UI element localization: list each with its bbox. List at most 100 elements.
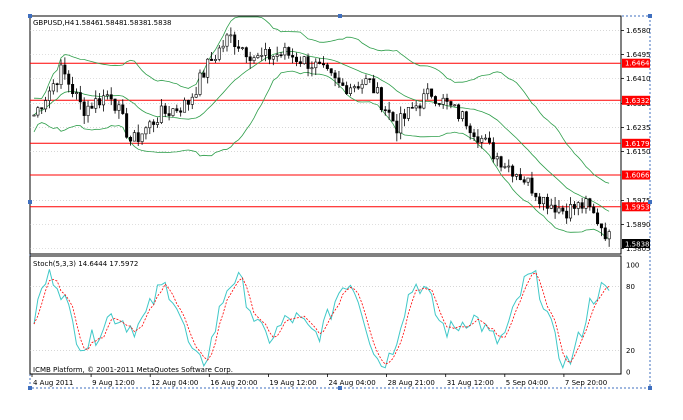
candle-body[interactable]: [190, 96, 194, 105]
candle-body[interactable]: [202, 72, 206, 78]
candle-body[interactable]: [36, 107, 40, 116]
candle-body[interactable]: [105, 94, 109, 97]
candle-body[interactable]: [67, 73, 71, 85]
candle-body[interactable]: [47, 90, 51, 101]
candle-body[interactable]: [349, 87, 353, 94]
candle-body[interactable]: [198, 72, 202, 95]
candle-body[interactable]: [391, 112, 395, 122]
candle-body[interactable]: [179, 110, 183, 113]
candle-body[interactable]: [372, 78, 376, 94]
candle-body[interactable]: [152, 121, 156, 125]
candle-body[interactable]: [557, 207, 561, 213]
candle-body[interactable]: [511, 165, 515, 177]
candle-body[interactable]: [121, 104, 125, 114]
candle-body[interactable]: [341, 82, 345, 86]
candle-body[interactable]: [125, 113, 129, 138]
candle-body[interactable]: [445, 97, 449, 102]
candle-body[interactable]: [144, 127, 148, 135]
candle-body[interactable]: [360, 84, 364, 89]
candle-body[interactable]: [183, 99, 187, 113]
candle-body[interactable]: [213, 59, 217, 61]
candle-body[interactable]: [287, 47, 291, 56]
selection-handle-bottom-right[interactable]: [648, 386, 652, 390]
candle-body[interactable]: [225, 34, 229, 47]
candle-body[interactable]: [163, 105, 167, 114]
candle-body[interactable]: [399, 113, 403, 134]
candle-body[interactable]: [71, 84, 75, 94]
candle-body[interactable]: [491, 142, 495, 160]
candle-body[interactable]: [514, 174, 518, 177]
candle-body[interactable]: [356, 86, 360, 89]
candle-body[interactable]: [457, 104, 461, 120]
candle-body[interactable]: [368, 78, 372, 80]
candle-body[interactable]: [538, 196, 542, 205]
candle-body[interactable]: [74, 92, 78, 94]
candle-body[interactable]: [217, 47, 221, 60]
candle-body[interactable]: [167, 113, 171, 116]
candle-body[interactable]: [503, 166, 507, 168]
candle-body[interactable]: [387, 109, 391, 113]
candle-body[interactable]: [603, 227, 607, 240]
candle-body[interactable]: [44, 100, 48, 110]
candle-body[interactable]: [484, 137, 488, 140]
candle-body[interactable]: [59, 64, 63, 85]
candle-body[interactable]: [596, 212, 600, 225]
candle-body[interactable]: [117, 104, 121, 111]
candle-body[interactable]: [337, 77, 341, 84]
candle-body[interactable]: [561, 207, 565, 212]
candle-body[interactable]: [248, 56, 252, 61]
candle-body[interactable]: [534, 192, 538, 198]
candle-body[interactable]: [518, 174, 522, 181]
selection-handle-bottom-mid[interactable]: [338, 386, 342, 390]
candle-body[interactable]: [82, 101, 86, 116]
selection-handle-mid-right[interactable]: [648, 200, 652, 204]
candle-body[interactable]: [403, 113, 407, 119]
candle-body[interactable]: [210, 58, 214, 61]
candle-body[interactable]: [553, 204, 557, 213]
candle-body[interactable]: [206, 58, 210, 78]
candle-body[interactable]: [580, 202, 584, 209]
candle-body[interactable]: [140, 133, 144, 142]
candle-body[interactable]: [395, 120, 399, 134]
candle-body[interactable]: [530, 177, 534, 194]
candle-body[interactable]: [63, 64, 67, 75]
candle-body[interactable]: [233, 34, 237, 48]
candle-body[interactable]: [468, 125, 472, 134]
candle-body[interactable]: [325, 64, 329, 69]
candle-body[interactable]: [588, 198, 592, 208]
candle-body[interactable]: [252, 57, 256, 61]
candle-body[interactable]: [244, 47, 248, 58]
candle-body[interactable]: [302, 56, 306, 64]
candle-body[interactable]: [495, 156, 499, 160]
candle-body[interactable]: [310, 67, 314, 70]
candle-body[interactable]: [449, 101, 453, 106]
candle-body[interactable]: [565, 210, 569, 219]
candle-body[interactable]: [113, 98, 117, 111]
candle-body[interactable]: [240, 47, 244, 49]
candle-body[interactable]: [256, 55, 260, 58]
candle-body[interactable]: [171, 108, 175, 116]
candle-body[interactable]: [32, 114, 36, 117]
candle-body[interactable]: [426, 88, 430, 95]
candle-body[interactable]: [264, 49, 268, 56]
candle-body[interactable]: [271, 56, 275, 60]
candle-body[interactable]: [480, 138, 484, 143]
candle-body[interactable]: [132, 132, 136, 142]
candle-body[interactable]: [109, 94, 113, 100]
candle-body[interactable]: [476, 136, 480, 143]
candle-body[interactable]: [306, 56, 310, 69]
candle-body[interactable]: [148, 121, 152, 129]
candle-body[interactable]: [78, 92, 82, 103]
price-panel[interactable]: [29, 15, 622, 255]
candle-body[interactable]: [345, 85, 349, 94]
candle-body[interactable]: [507, 165, 511, 168]
candle-body[interactable]: [194, 94, 198, 98]
candle-body[interactable]: [418, 105, 422, 109]
candle-body[interactable]: [136, 132, 140, 142]
candle-body[interactable]: [379, 87, 383, 111]
candle-body[interactable]: [186, 99, 190, 105]
candle-body[interactable]: [572, 204, 576, 209]
candle-body[interactable]: [487, 137, 491, 143]
candle-body[interactable]: [51, 83, 55, 92]
